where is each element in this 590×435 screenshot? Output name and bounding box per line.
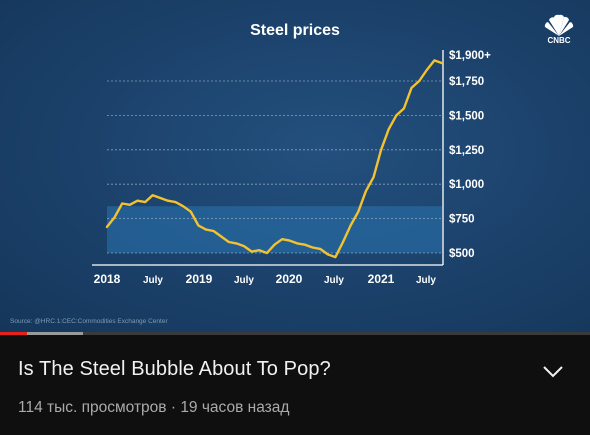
progress-bar[interactable]	[0, 332, 590, 335]
x-tick-label: 2020	[276, 272, 303, 286]
x-tick-label: July	[324, 275, 344, 286]
y-tick-label: $500	[449, 248, 475, 260]
upload-time: 19 часов назад	[180, 399, 290, 416]
y-tick-label: $1,500	[449, 110, 484, 122]
y-tick-label: $1,750	[449, 76, 484, 88]
y-tick-label: $1,900+	[449, 50, 491, 62]
y-tick-label: $1,000	[449, 179, 484, 191]
chart-title: Steel prices	[250, 22, 340, 39]
x-tick-label: July	[416, 275, 436, 286]
steel-prices-chart: $500$750$1,000$1,250$1,500$1,750$1,900+ …	[92, 50, 491, 286]
x-tick-label: 2018	[94, 272, 121, 286]
x-tick-label: July	[143, 275, 163, 286]
y-tick-label: $750	[449, 214, 475, 226]
progress-buffered	[26, 332, 83, 335]
video-player[interactable]: $500 $750 $1,000 $1,250 $1,500 $1,750 $1,900+ …	[0, 0, 590, 332]
meta-separator: ·	[170, 399, 176, 416]
x-tick-label: 2019	[186, 272, 213, 286]
x-tick-label: 2021	[368, 272, 395, 286]
view-count: 114 тыс. просмотров	[18, 399, 167, 416]
chevron-down-icon[interactable]	[536, 358, 570, 386]
progress-played	[0, 332, 27, 335]
video-title[interactable]: Is The Steel Bubble About To Pop?	[18, 358, 331, 380]
chart-source: Source: @HRC.1:CEC:Commodities Exchange …	[10, 318, 168, 325]
y-tick-label: $1,250	[449, 145, 484, 157]
cnbc-logo-text: CNBC	[547, 36, 571, 45]
x-tick-label: July	[234, 275, 254, 286]
video-meta: 114 тыс. просмотров · 19 часов назад	[18, 399, 289, 417]
cnbc-peacock-icon	[544, 14, 574, 36]
